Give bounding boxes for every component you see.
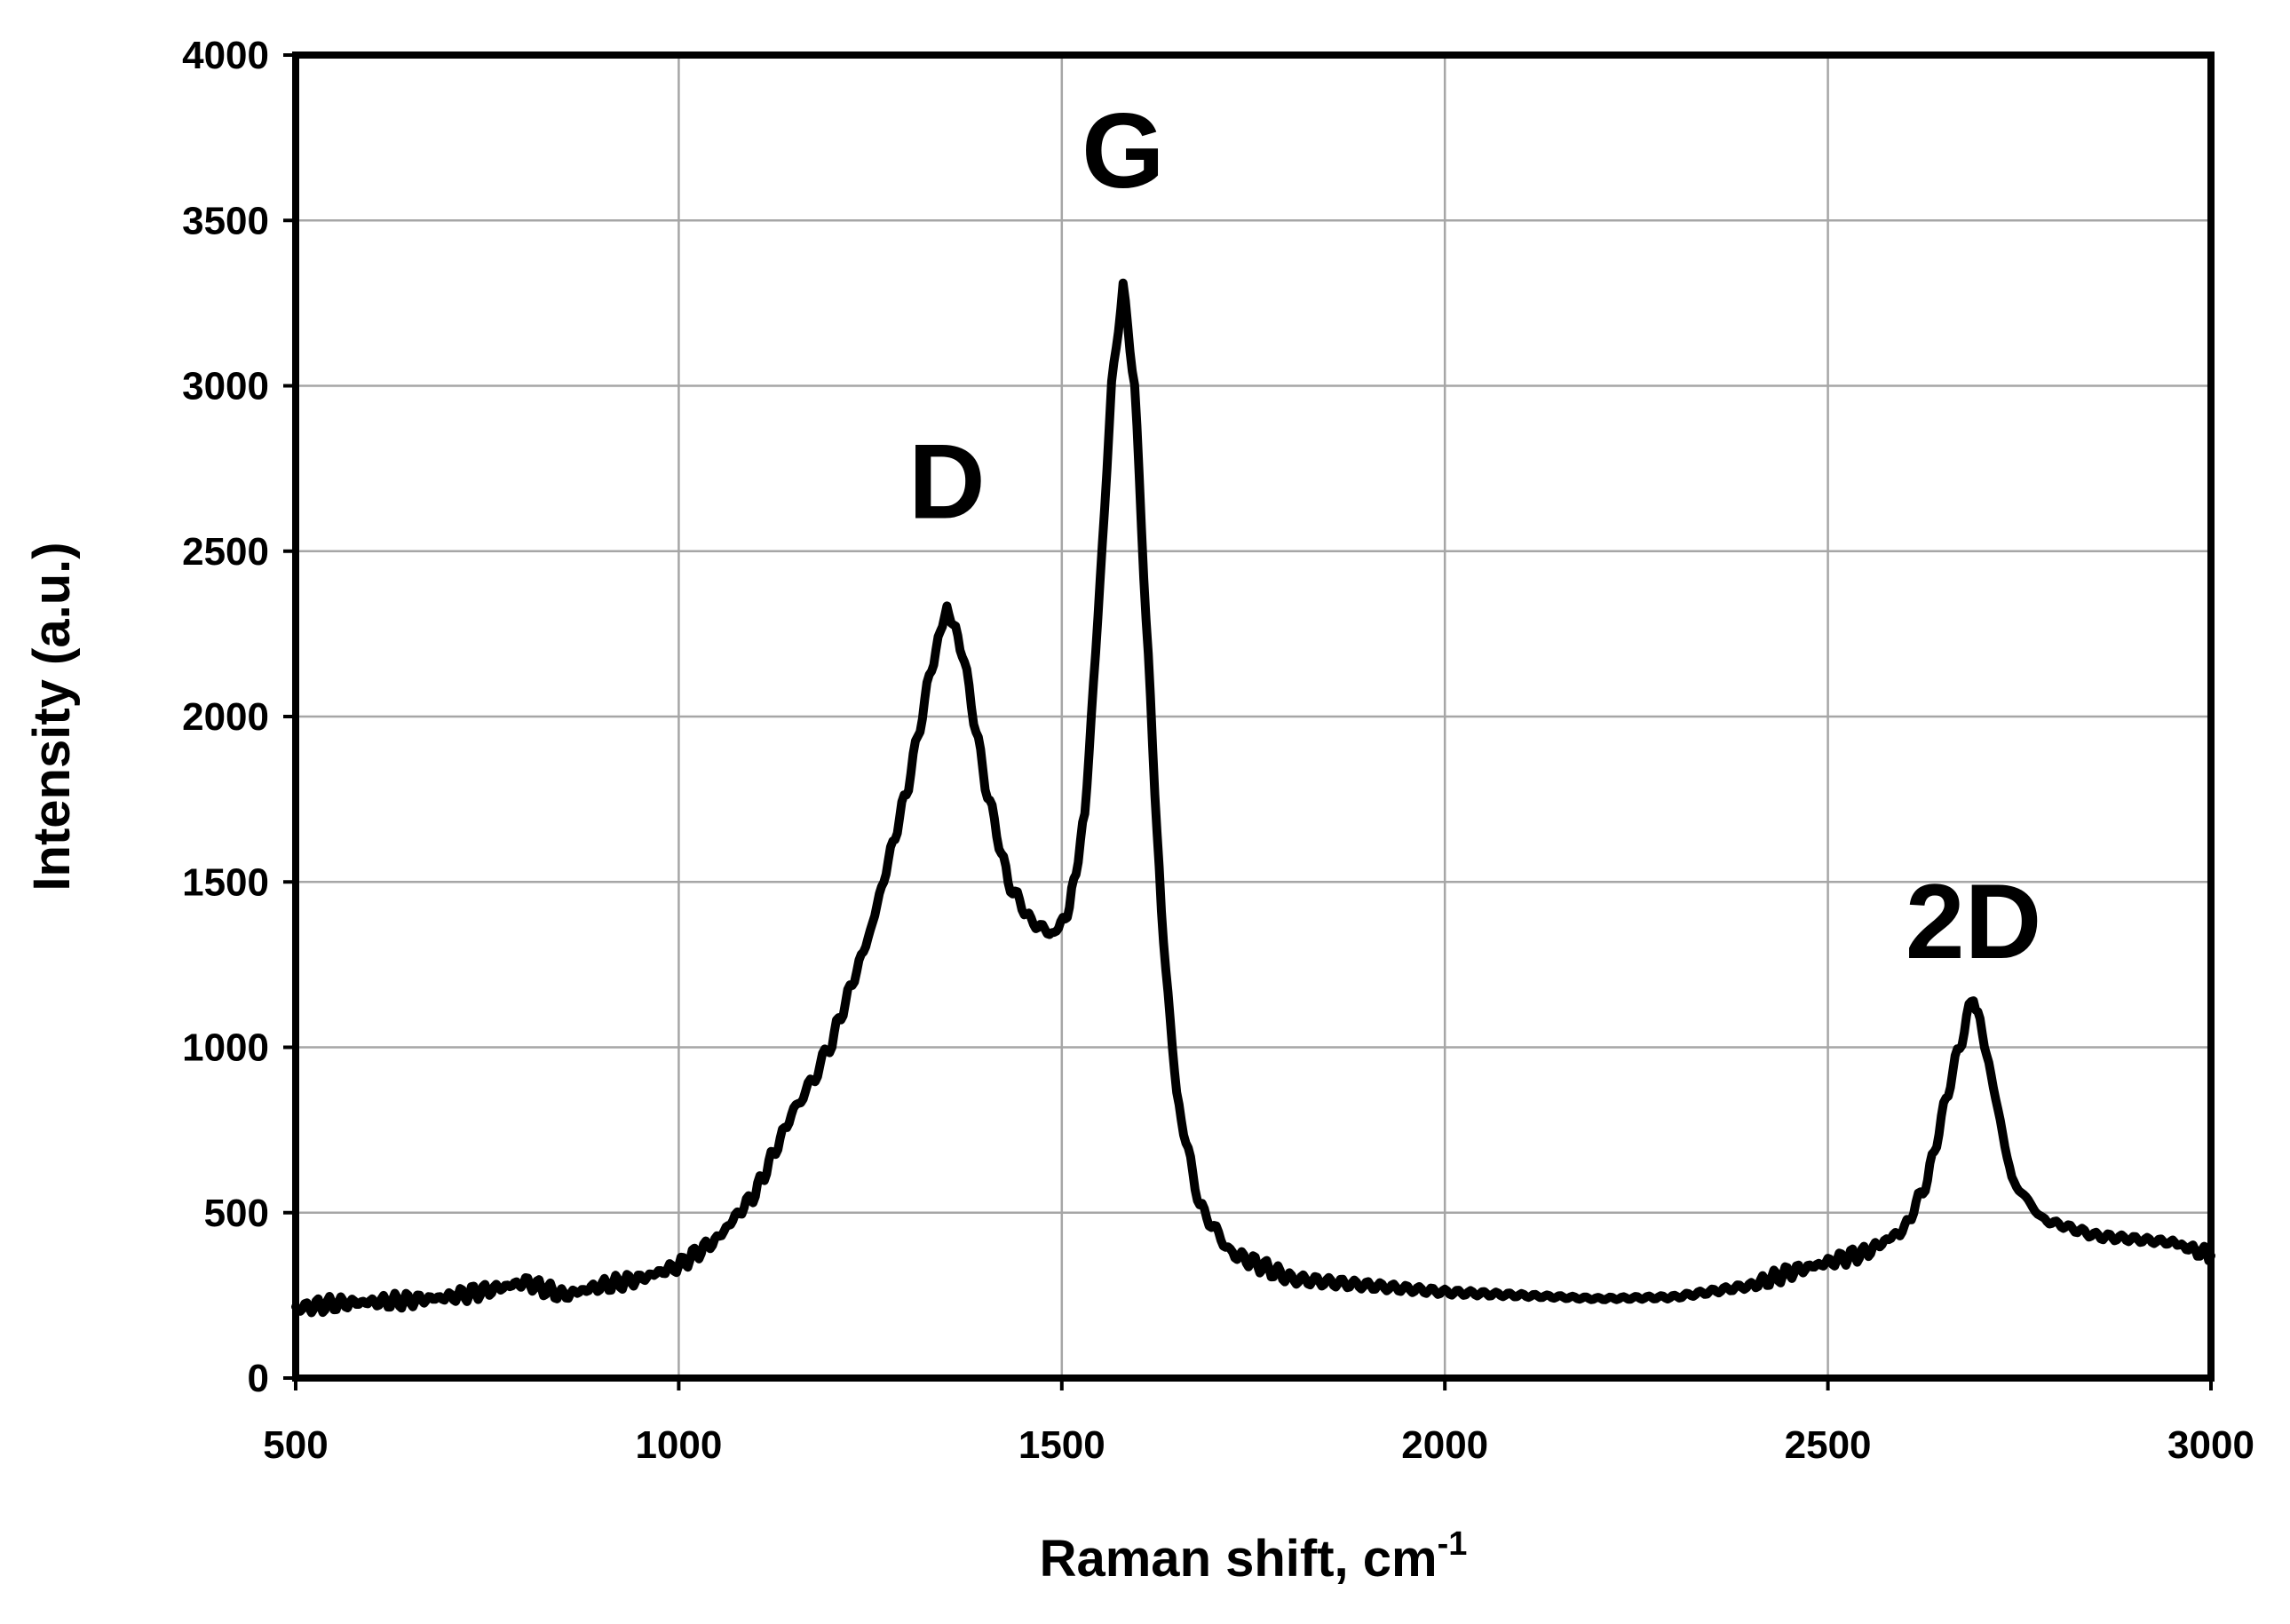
peak-label-2d: 2D — [1906, 862, 2041, 981]
y-tick-label: 3000 — [182, 365, 269, 408]
peak-label-d: D — [908, 423, 986, 542]
y-tick-label: 1500 — [182, 860, 269, 904]
y-tick-label: 2500 — [182, 530, 269, 574]
x-tick-label: 3000 — [2167, 1423, 2254, 1467]
y-axis-tick-labels: 0 500 1000 1500 2000 2500 3000 3500 4000 — [182, 34, 269, 1400]
y-tick-label: 2000 — [182, 695, 269, 739]
y-tick-label: 1000 — [182, 1026, 269, 1070]
y-tick-label: 3500 — [182, 199, 269, 242]
x-axis-title-superscript: -1 — [1438, 1525, 1468, 1563]
y-tick-label: 4000 — [182, 34, 269, 77]
x-axis-title-main: Raman shift, cm — [1040, 1530, 1438, 1588]
y-axis-title: Intensity (a.u.) — [23, 542, 81, 891]
x-tick-label: 1000 — [635, 1423, 722, 1467]
x-tick-label: 2500 — [1785, 1423, 1872, 1467]
peak-annotations: D G 2D — [908, 91, 2041, 981]
x-tick-label: 500 — [263, 1423, 328, 1467]
x-tick-label: 1500 — [1018, 1423, 1105, 1467]
peak-label-g: G — [1082, 91, 1164, 210]
x-axis-tick-labels: 500 1000 1500 2000 2500 3000 — [263, 1423, 2254, 1467]
spectrum-line — [291, 278, 2215, 1318]
grid-lines — [294, 53, 2213, 1380]
y-tick-label: 0 — [248, 1357, 269, 1400]
x-axis-title: Raman shift, cm-1 — [1040, 1525, 1468, 1588]
series-layer — [291, 278, 2215, 1318]
plot-area-frame — [292, 51, 2215, 1382]
y-tick-label: 500 — [204, 1192, 269, 1235]
x-tick-label: 2000 — [1401, 1423, 1488, 1467]
